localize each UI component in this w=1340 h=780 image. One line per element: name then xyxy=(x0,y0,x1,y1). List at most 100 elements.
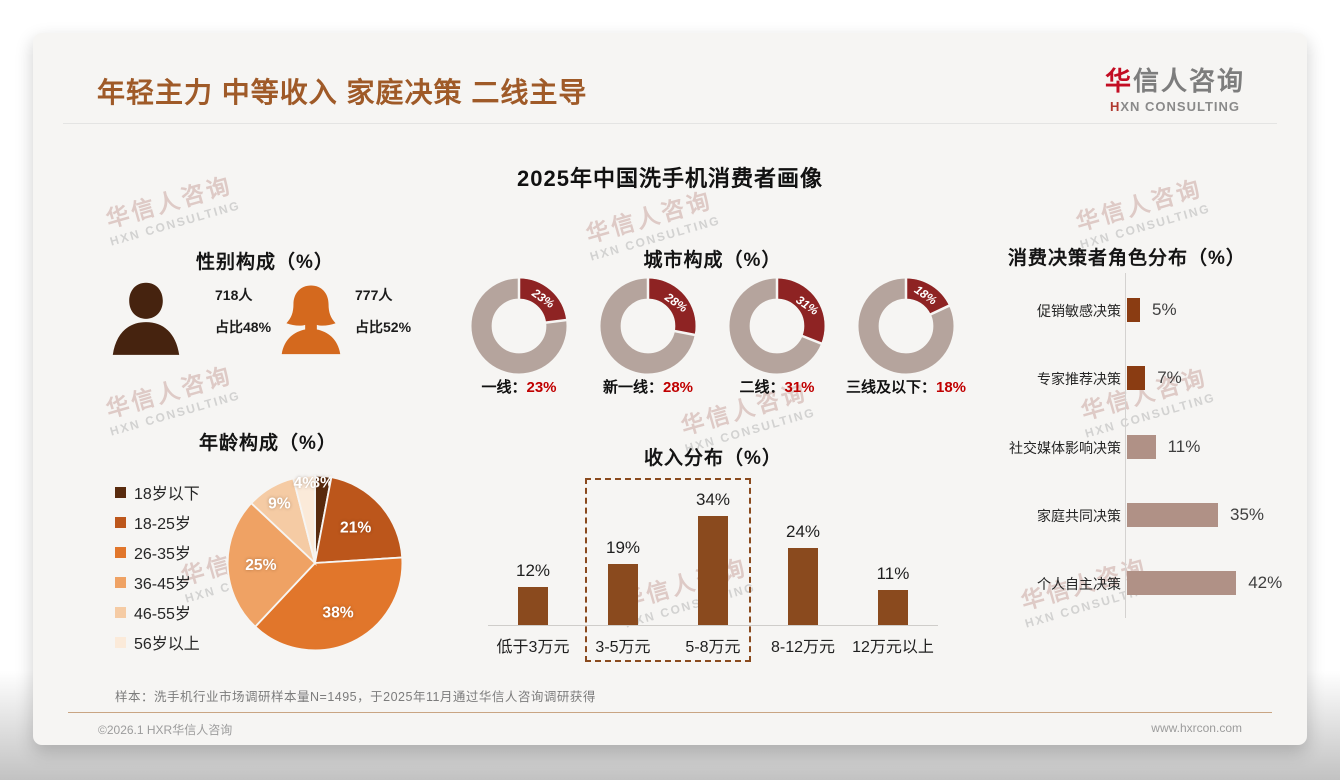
logo-chinese-text: 华信人咨询 xyxy=(1104,66,1245,96)
income-bar xyxy=(698,516,728,625)
decision-bar xyxy=(1127,366,1146,390)
female-share: 占比52% xyxy=(355,319,412,335)
decision-bar xyxy=(1127,571,1237,595)
footer-website-link[interactable]: www.hxrcon.com xyxy=(1151,721,1242,735)
female-count: 777人 xyxy=(355,287,393,303)
decision-bar xyxy=(1127,435,1156,459)
age-pie-chart: 3% 21% 38% 25% 9%4% xyxy=(226,474,404,652)
income-section-title: 收入分布（%） xyxy=(644,448,782,469)
city-section-title: 城市构成（%） xyxy=(643,250,782,271)
income-bar-chart: 12% 低于3万元 19% 3-5万元 34% 5-8万元 24% 8-12万元 11% 12万元… xyxy=(488,470,938,695)
legend-label: 36-45岁 xyxy=(134,576,191,593)
income-value-label: 24% xyxy=(785,522,821,542)
income-category-label: 3-5万元 xyxy=(595,639,651,656)
legend-label: 26-35岁 xyxy=(134,546,191,563)
income-bar xyxy=(608,564,638,625)
legend-item: 36-45岁 xyxy=(115,567,200,597)
female-person-icon xyxy=(281,285,341,355)
decision-value-label: 5% xyxy=(1152,300,1177,319)
income-value-label: 19% xyxy=(605,538,641,558)
income-bar xyxy=(788,548,818,625)
svg-text:9%: 9% xyxy=(268,495,291,512)
decision-bar xyxy=(1127,298,1140,322)
legend-item: 18岁以下 xyxy=(115,477,200,507)
sample-footnote: 样本：洗手机行业市场调研样本量N=1495，于2025年11月通过华信人咨询调研… xyxy=(115,690,596,704)
legend-swatch xyxy=(115,516,126,528)
income-bar xyxy=(518,586,548,625)
decision-bar xyxy=(1127,503,1218,527)
donut-ring: 18% xyxy=(858,278,954,374)
city-donut: 28% 新一线：28% xyxy=(584,278,712,397)
city-donut-label: 新一线：28% xyxy=(602,379,694,396)
legend-item: 18-25岁 xyxy=(115,507,200,537)
footer-divider xyxy=(68,712,1272,713)
income-category-label: 8-12万元 xyxy=(770,639,836,656)
income-value-label: 12% xyxy=(515,560,551,580)
gender-section-title: 性别构成（%） xyxy=(196,252,334,273)
legend-item: 56岁以上 xyxy=(115,627,200,657)
city-donut-chart: 23% 一线：23% 28% 新一线：28% 31% 二线：31% 18% 三线及以下：18% xyxy=(455,278,970,397)
legend-swatch xyxy=(115,546,126,558)
decision-value-label: 11% xyxy=(1167,437,1201,456)
decision-section-title: 消费决策者角色分布（%） xyxy=(1008,248,1246,269)
svg-text:3%: 3% xyxy=(311,475,334,492)
page-title: 年轻主力 中等收入 家庭决策 二线主导 xyxy=(97,77,588,108)
legend-item: 46-55岁 xyxy=(115,597,200,627)
income-category-label: 低于3万元 xyxy=(496,639,570,656)
svg-text:38%: 38% xyxy=(322,605,353,622)
legend-label: 46-55岁 xyxy=(134,606,191,623)
city-donut: 23% 一线：23% xyxy=(455,278,583,397)
male-share: 占比48% xyxy=(215,319,272,335)
income-value-label: 34% xyxy=(695,490,731,510)
age-section-title: 年龄构成（%） xyxy=(199,433,337,454)
company-logo: 华信人咨询 HXN CONSULTING xyxy=(1105,61,1245,114)
pie-slice xyxy=(292,474,316,564)
decision-axis-line xyxy=(1125,273,1126,618)
decision-category-label: 社交媒体影响决策 xyxy=(1009,440,1121,456)
donut-ring: 31% xyxy=(729,278,825,374)
slide-card: 年轻主力 中等收入 家庭决策 二线主导 华信人咨询 HXN CONSULTING… xyxy=(33,33,1307,745)
donut-ring: 28% xyxy=(600,278,696,374)
pie-slice xyxy=(226,501,317,629)
legend-swatch xyxy=(115,576,126,588)
decision-category-label: 专家推荐决策 xyxy=(1037,371,1121,387)
income-axis-line xyxy=(488,625,938,626)
income-highlight-box xyxy=(585,478,751,662)
svg-text:21%: 21% xyxy=(340,520,371,537)
income-bar xyxy=(878,589,908,625)
legend-swatch xyxy=(115,636,126,648)
logo-english-text: HXN CONSULTING xyxy=(1109,99,1240,114)
male-count: 718人 xyxy=(215,287,253,303)
svg-text:25%: 25% xyxy=(245,557,276,574)
decision-category-label: 促销敏感决策 xyxy=(1037,303,1121,319)
legend-label: 18-25岁 xyxy=(134,516,191,533)
age-pie-legend: 18岁以下 18-25岁 26-35岁 36-45岁 46-55岁 56岁以上 xyxy=(115,477,200,657)
city-donut-label: 三线及以下：18% xyxy=(845,379,967,396)
header-divider xyxy=(63,123,1277,124)
city-donut-label: 二线：31% xyxy=(739,379,815,396)
decision-category-label: 个人自主决策 xyxy=(1037,576,1121,592)
decision-bar-chart: 促销敏感决策 5% 专家推荐决策 7% 社交媒体影响决策 11% 家庭共同决策 35% 个人自主… xyxy=(1004,273,1304,623)
city-donut: 31% 二线：31% xyxy=(713,278,841,397)
pie-slice xyxy=(253,556,404,652)
legend-label: 18岁以下 xyxy=(134,486,200,503)
income-category-label: 12万元以上 xyxy=(852,639,934,656)
legend-swatch xyxy=(115,606,126,618)
donut-ring: 23% xyxy=(471,278,567,374)
svg-text:4%: 4% xyxy=(294,475,317,492)
legend-item: 26-35岁 xyxy=(115,537,200,567)
decision-value-label: 42% xyxy=(1248,573,1283,592)
income-value-label: 11% xyxy=(876,563,910,583)
city-donut: 18% 三线及以下：18% xyxy=(842,278,970,397)
footer-copyright: ©2026.1 HXR华信人咨询 xyxy=(98,723,233,737)
slide-main-title: 2025年中国洗手机消费者画像 xyxy=(517,166,823,191)
city-donut-label: 一线：23% xyxy=(481,379,557,396)
legend-swatch xyxy=(115,486,126,498)
pie-slice xyxy=(313,476,404,564)
decision-value-label: 7% xyxy=(1157,368,1182,387)
decision-value-label: 35% xyxy=(1230,505,1265,524)
income-category-label: 5-8万元 xyxy=(685,639,741,656)
male-person-icon xyxy=(112,282,180,355)
